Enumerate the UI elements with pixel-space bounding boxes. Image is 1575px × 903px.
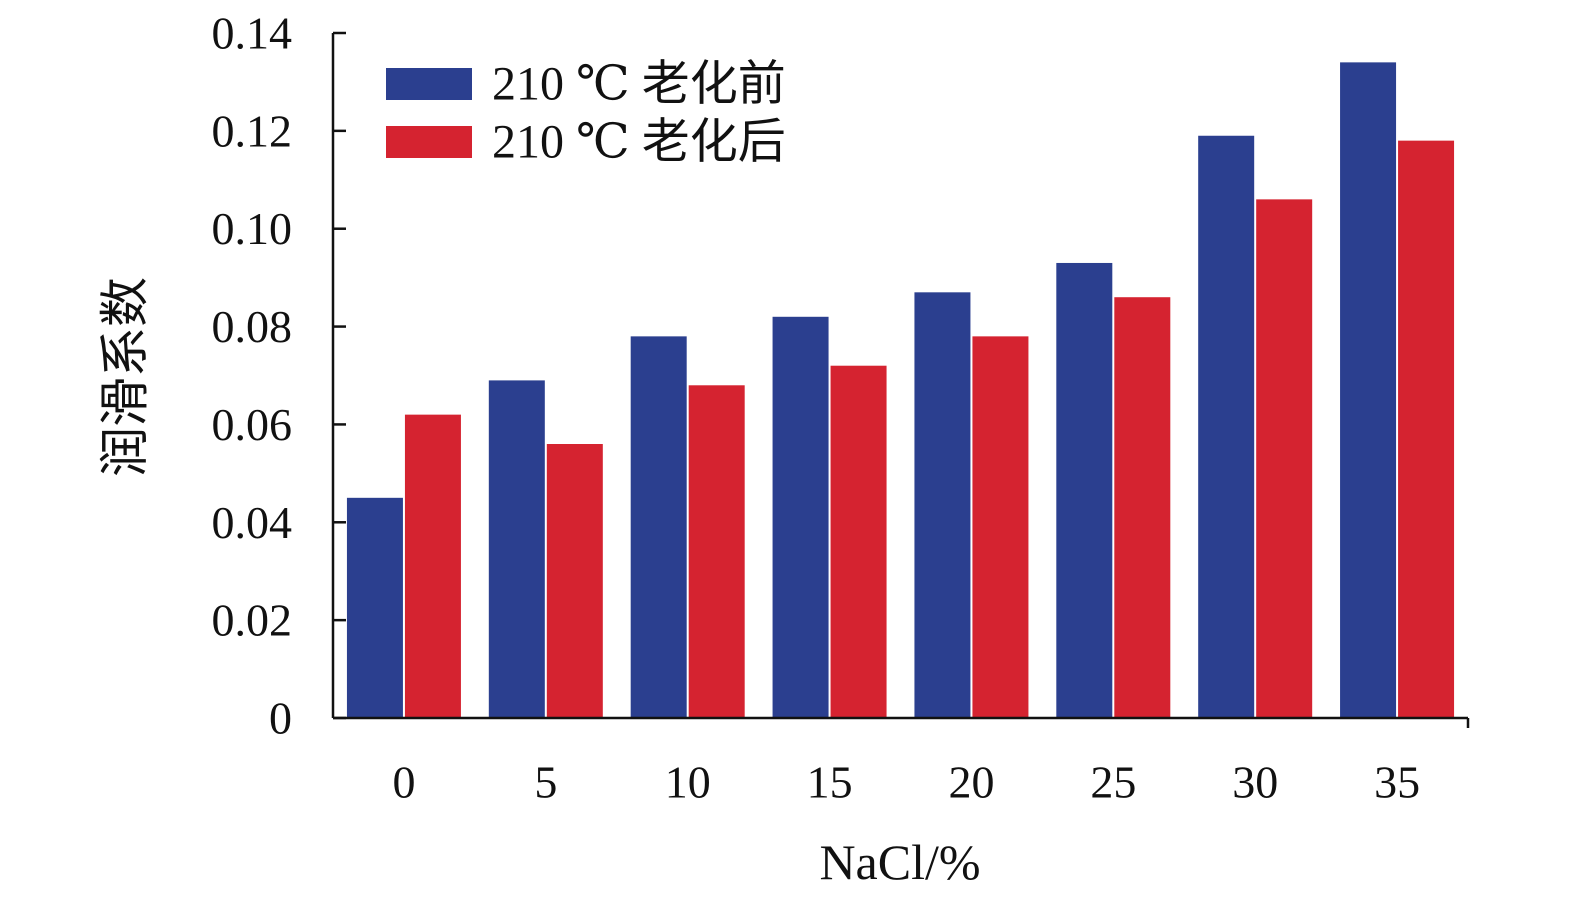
series-0-bar-nacl-10: [630, 336, 687, 718]
x-tick-label-1: 5: [534, 757, 557, 808]
series-1-bar-nacl-10: [688, 385, 745, 718]
series-1-bar-nacl-5: [546, 444, 603, 718]
series-0-bar-nacl-20: [914, 292, 971, 718]
x-tick-label-5: 25: [1090, 757, 1136, 808]
y-tick-label-1: 0.02: [212, 595, 293, 646]
series-0-bar-nacl-25: [1056, 262, 1113, 718]
y-tick-label-4: 0.08: [212, 301, 293, 352]
y-tick-label-7: 0.14: [212, 8, 293, 59]
series-1-bar-nacl-0: [404, 414, 461, 718]
series-1-bar-nacl-25: [1114, 297, 1171, 718]
x-tick-label-3: 15: [807, 757, 853, 808]
series-0-bar-nacl-35: [1340, 62, 1397, 719]
series-1-bar-nacl-35: [1398, 140, 1455, 718]
x-tick-label-0: 0: [392, 757, 415, 808]
bar-marks: [346, 62, 1455, 719]
x-axis-label: NaCl/%: [819, 834, 980, 890]
series-0-bar-nacl-0: [346, 497, 403, 718]
x-tick-label-6: 30: [1232, 757, 1278, 808]
y-axis-label: 润滑系数: [97, 277, 153, 477]
x-tick-label-7: 35: [1374, 757, 1420, 808]
legend-label-0: 210 ℃ 老化前: [492, 58, 786, 111]
y-tick-label-2: 0.04: [212, 497, 293, 548]
series-0-bar-nacl-15: [772, 316, 829, 718]
series-0-bar-nacl-5: [488, 380, 545, 718]
legend-swatch-0: [386, 68, 472, 100]
y-tick-label-0: 0: [269, 693, 292, 744]
x-tick-label-4: 20: [948, 757, 994, 808]
series-1-bar-nacl-30: [1256, 199, 1313, 719]
legend-swatch-1: [386, 126, 472, 158]
series-1-bar-nacl-20: [972, 336, 1029, 718]
y-tick-label-3: 0.06: [212, 399, 293, 450]
legend-label-1: 210 ℃ 老化后: [492, 116, 786, 169]
y-tick-label-6: 0.12: [212, 105, 293, 156]
series-1-bar-nacl-15: [830, 365, 887, 718]
series-0-bar-nacl-30: [1198, 135, 1255, 718]
y-tick-label-5: 0.10: [212, 203, 293, 254]
x-tick-label-2: 10: [665, 757, 711, 808]
axes: 0 0.02 0.04 0.06 0.08 0.10 0.12 0.14 0 5 10 15 20 25 3…: [212, 8, 1470, 808]
